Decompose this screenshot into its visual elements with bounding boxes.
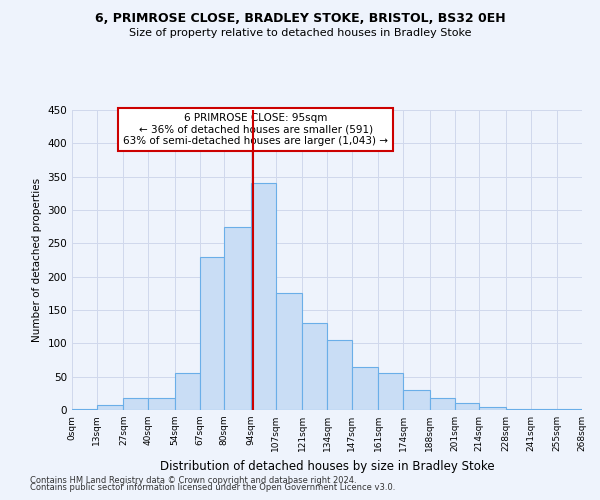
Bar bbox=[275, 294, 302, 410]
Text: Size of property relative to detached houses in Bradley Stoke: Size of property relative to detached ho… bbox=[129, 28, 471, 38]
Bar bbox=[506, 408, 530, 410]
Bar bbox=[403, 390, 430, 410]
Bar bbox=[251, 184, 275, 410]
Bar bbox=[199, 256, 224, 410]
Bar bbox=[430, 398, 455, 410]
Bar bbox=[175, 374, 199, 410]
Bar bbox=[455, 404, 479, 410]
Text: Contains HM Land Registry data © Crown copyright and database right 2024.: Contains HM Land Registry data © Crown c… bbox=[30, 476, 356, 485]
Text: Contains public sector information licensed under the Open Government Licence v3: Contains public sector information licen… bbox=[30, 484, 395, 492]
Bar bbox=[479, 406, 506, 410]
Bar bbox=[379, 374, 403, 410]
Text: 6, PRIMROSE CLOSE, BRADLEY STOKE, BRISTOL, BS32 0EH: 6, PRIMROSE CLOSE, BRADLEY STOKE, BRISTO… bbox=[95, 12, 505, 26]
Y-axis label: Number of detached properties: Number of detached properties bbox=[32, 178, 42, 342]
Bar bbox=[352, 366, 379, 410]
Bar bbox=[327, 340, 352, 410]
Bar bbox=[72, 408, 97, 410]
Bar bbox=[124, 398, 148, 410]
Bar bbox=[97, 404, 124, 410]
Bar bbox=[148, 398, 175, 410]
Bar bbox=[557, 408, 582, 410]
Bar bbox=[302, 324, 327, 410]
Text: 6 PRIMROSE CLOSE: 95sqm
← 36% of detached houses are smaller (591)
63% of semi-d: 6 PRIMROSE CLOSE: 95sqm ← 36% of detache… bbox=[123, 113, 388, 146]
Bar bbox=[530, 408, 557, 410]
X-axis label: Distribution of detached houses by size in Bradley Stoke: Distribution of detached houses by size … bbox=[160, 460, 494, 472]
Bar bbox=[224, 226, 251, 410]
